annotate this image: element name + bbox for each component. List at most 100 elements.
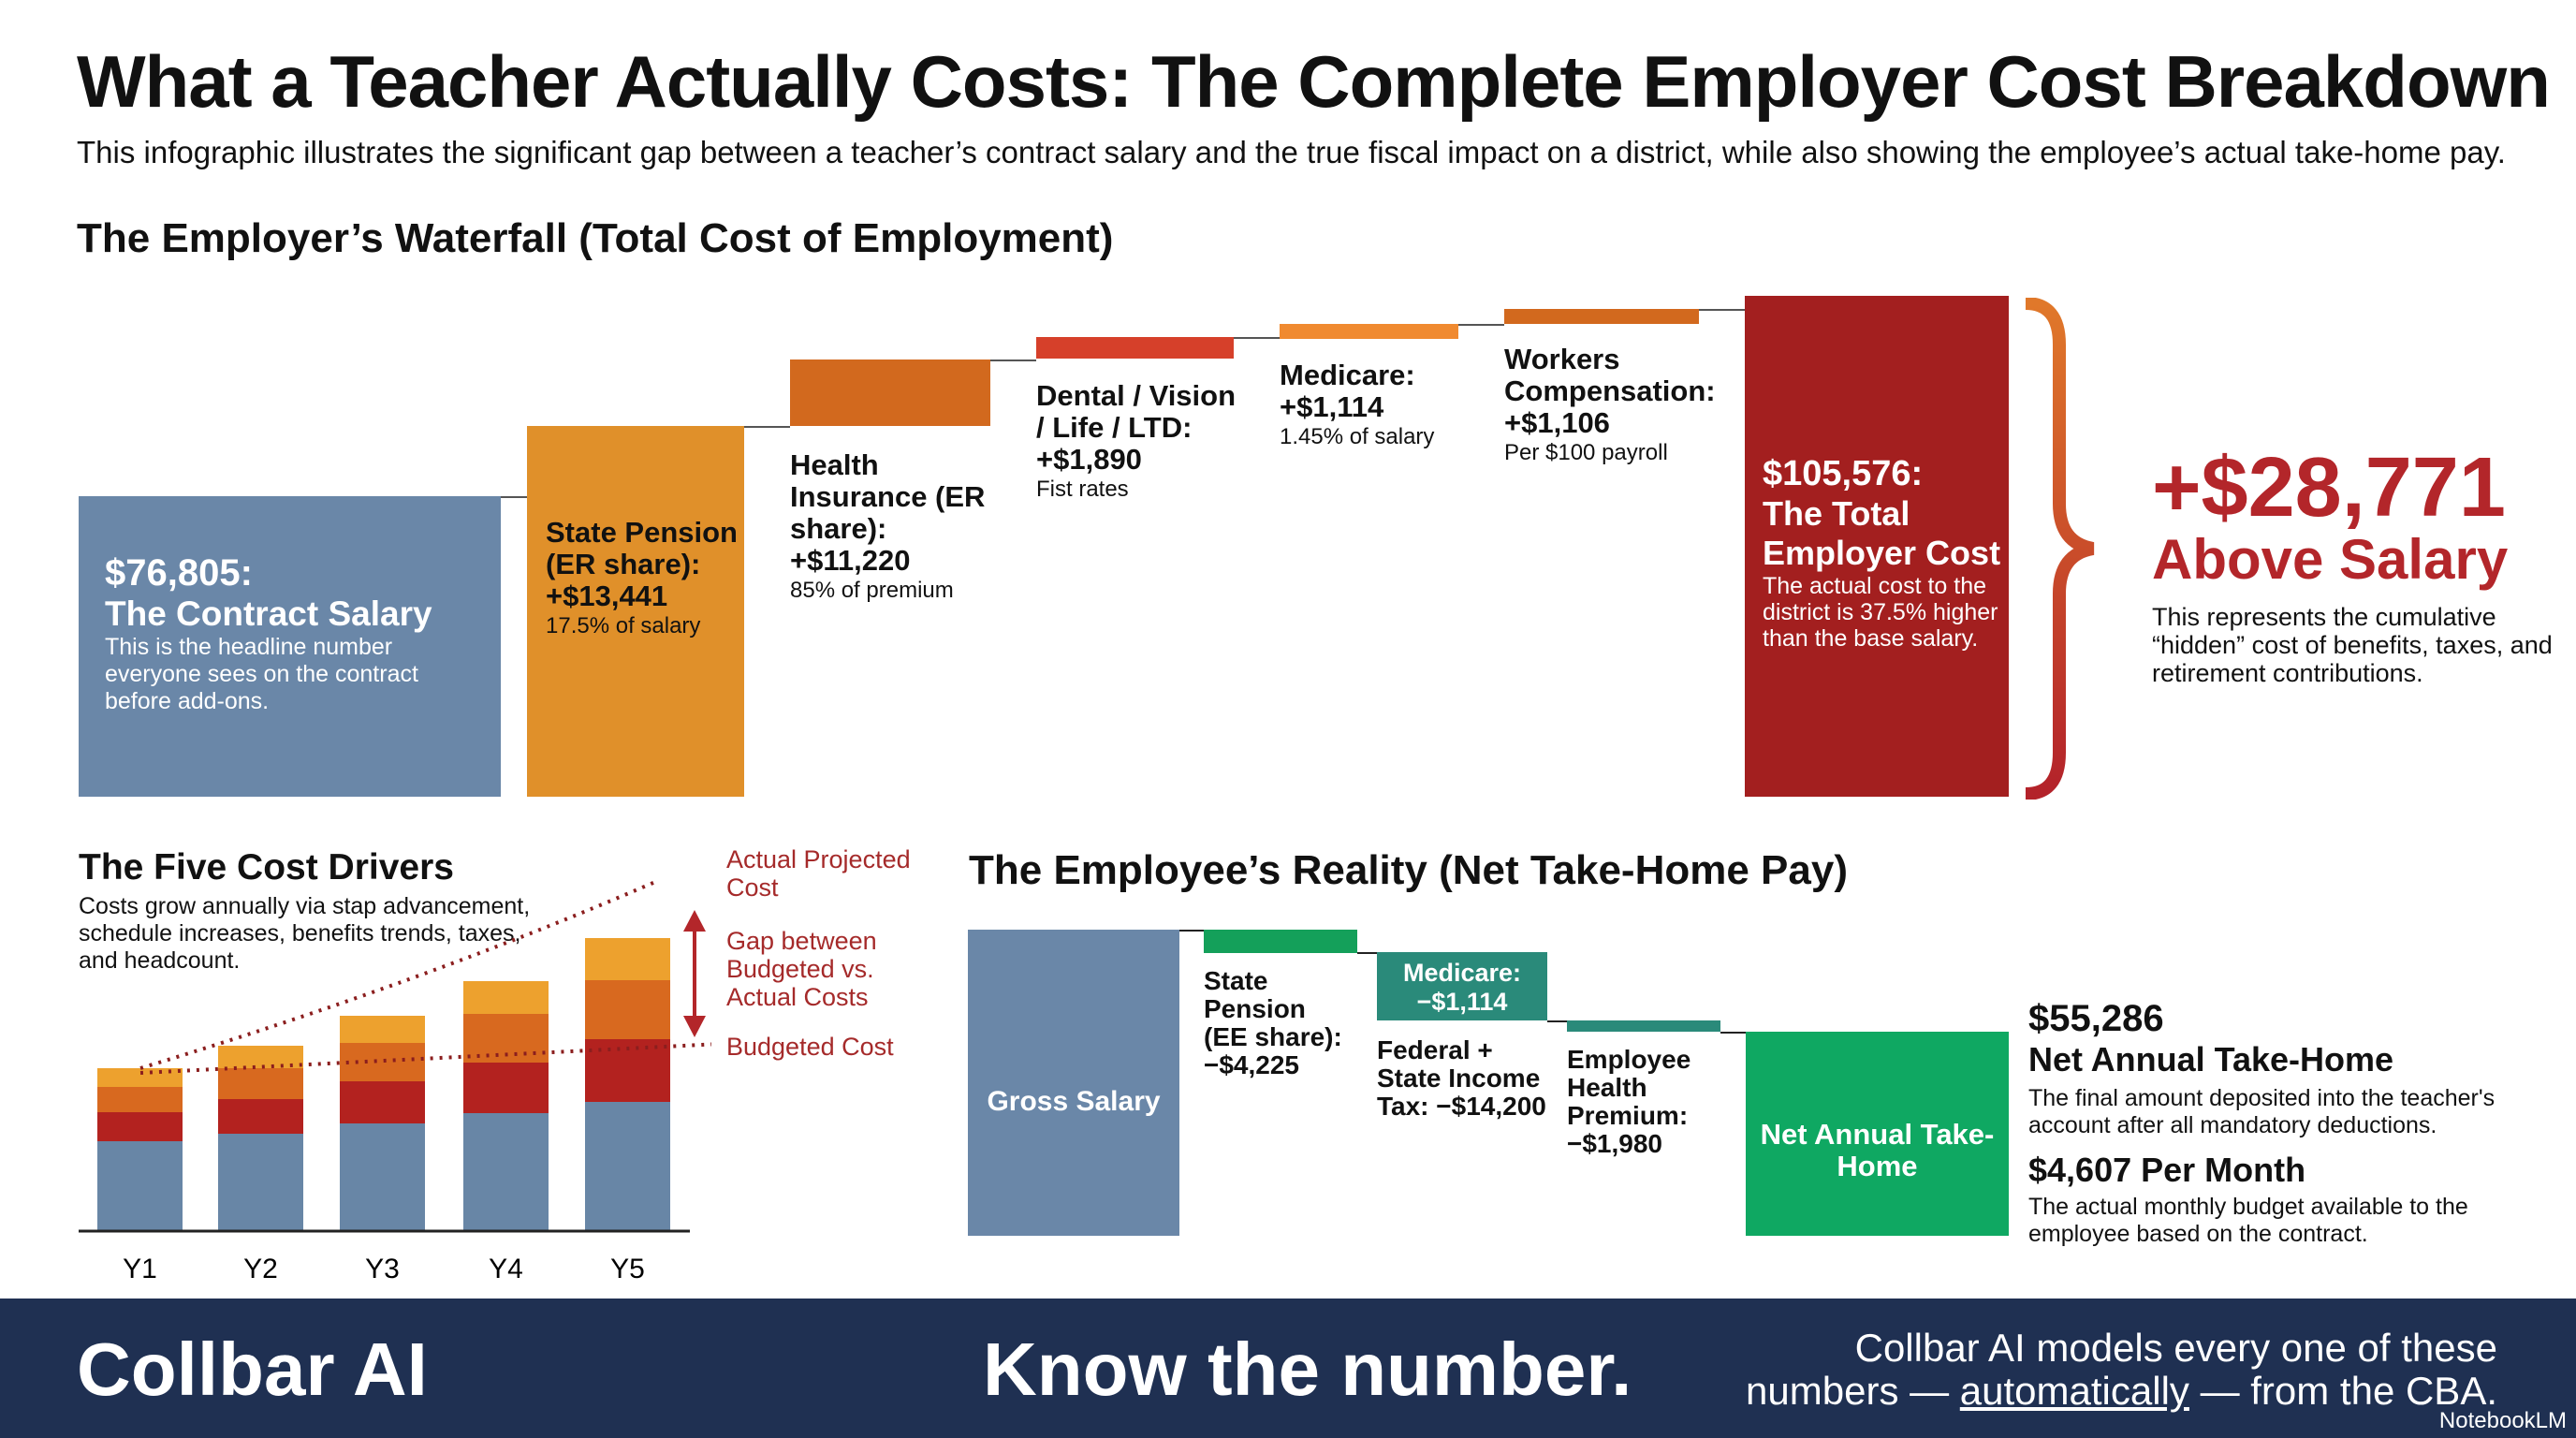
dental-value: +$1,890 [1036,443,1142,476]
net-label: Net Annual Take-Home [2028,1040,2394,1078]
health-title: Health Insurance (ER share): [790,448,986,545]
workers-bar [1504,309,1699,324]
net-summary: $55,286 Net Annual Take-Home The final a… [2028,998,2534,1248]
gross-bar [968,930,1179,1236]
bar-Y2-segment-3 [218,1068,303,1099]
pension-note: 17.5% of salary [546,613,701,638]
total-desc: The actual cost to the district is 37.5%… [1763,573,1998,652]
salary-bar [79,496,501,797]
bar-Y3-segment-1 [340,1123,425,1231]
gap-arrow-down-icon [683,1016,706,1037]
salary-value: $76,805: [105,552,253,594]
net-value: $55,286 [2028,998,2164,1039]
medicare-title: Medicare: [1280,359,1415,391]
page-subtitle: This infographic illustrates the signifi… [77,135,2506,169]
bar-Y4-segment-1 [463,1113,549,1231]
net-desc: The final amount deposited into the teac… [2028,1085,2496,1138]
ee-pension-bar [1204,930,1357,953]
pension-label: State Pension (ER share): +$13,441 17.5% o… [546,517,742,640]
x-tick-Y4: Y4 [489,1254,523,1284]
ee-tax-label: Federal + State Income Tax: −$14,200 [1377,1035,1546,1121]
ee-medicare-bar [1377,952,1547,1020]
medicare-bar [1280,324,1458,339]
bar-Y4-segment-2 [463,1063,549,1113]
dental-title: Dental / Vision / Life / LTD: [1036,379,1237,444]
automatically-link[interactable]: automatically [1959,1369,2189,1413]
x-tick-Y5: Y5 [610,1254,645,1284]
bar-Y3-segment-4 [340,1016,425,1043]
bar-Y1-segment-1 [97,1141,183,1231]
notebooklm-watermark: NotebookLM [2438,1408,2567,1433]
dental-label: Dental / Vision / Life / LTD: +$1,890 Fist… [1036,380,1242,504]
ee-premium-bar [1567,1020,1720,1032]
x-tick-Y1: Y1 [123,1254,157,1284]
ee-premium-label: Employee Health Premium: −$1,980 [1567,1045,1691,1158]
bar-Y1-segment-2 [97,1112,183,1141]
budgeted-cost-line [139,1042,711,1075]
dental-bar [1036,337,1234,359]
bar-Y5-segment-4 [585,938,670,980]
bar-Y3-segment-3 [340,1043,425,1081]
health-note: 85% of premium [790,578,954,603]
total-value: $105,576: [1763,454,1924,493]
tagline: Know the number. [983,1328,1632,1411]
net-bar [1746,1032,2009,1236]
ee-pension-label: State Pension (EE share): −$4,225 [1204,966,1342,1079]
gap-arrow-up-icon [683,910,706,932]
medicare-label: Medicare: +$1,114 1.45% of salary [1280,360,1486,451]
brand-logo: Collbar AI [77,1328,428,1411]
projected-cost-line [139,880,656,1070]
annotation-budgeted: Budgeted Cost [726,1033,894,1061]
pension-title: State Pension (ER share): [546,516,738,580]
health-label: Health Insurance (ER share): +$11,220 85% … [790,449,1015,605]
cost-drivers-chart: Y1 Y2 Y3 Y4 Y5 [79,880,711,1284]
total-bar [1745,296,2009,797]
total-title: The Total Employer Cost [1763,494,2001,572]
bar-Y2-segment-4 [218,1046,303,1068]
bar-Y1-segment-3 [97,1087,183,1112]
workers-note: Per $100 payroll [1504,440,1668,465]
footer-note-line1: Collbar AI models every one of these [1854,1326,2497,1370]
health-value: +$11,220 [790,544,911,577]
medicare-note: 1.45% of salary [1280,424,1435,449]
bar-Y5-segment-1 [585,1102,670,1231]
total-label: $105,576: The Total Employer Cost The ac… [1763,454,2001,652]
employee-heading: The Employee’s Reality (Net Take-Home Pa… [969,847,1848,893]
employer-heading: The Employer’s Waterfall (Total Cost of … [77,215,1114,261]
bar-Y3-segment-2 [340,1081,425,1123]
ee-medicare-title: Medicare: [1402,959,1522,987]
x-tick-Y2: Y2 [243,1254,278,1284]
workers-label: Workers Compensation: +$1,106 Per $100 pay… [1504,344,1720,467]
page-title: What a Teacher Actually Costs: The Compl… [77,40,2551,123]
footer-note: Collbar AI models every one of these num… [1746,1327,2497,1413]
footer-text-end: — from the CBA. [2188,1369,2497,1413]
gross-label: Gross Salary [987,1086,1161,1117]
workers-title: Workers Compensation: [1504,343,1716,407]
ee-medicare-label: Medicare: −$1,114 [1377,959,1547,1017]
above-desc: This represents the cumulative “hidden” … [2152,603,2553,687]
footer: Collbar AI Know the number. Collbar AI m… [0,1299,2576,1438]
net-bar-label: Net Annual Take-Home [1760,1118,1995,1182]
salary-desc: This is the headline number everyone see… [105,634,418,714]
drivers-heading: The Five Cost Drivers [79,847,454,888]
medicare-value: +$1,114 [1280,390,1384,423]
footer-text: numbers — [1746,1369,1960,1413]
bar-Y2-segment-1 [218,1134,303,1231]
health-bar [790,360,990,426]
pension-value: +$13,441 [546,580,668,612]
brace-icon [2025,298,2095,800]
drivers-desc: Costs grow annually via stap advancement… [79,893,531,974]
dental-note: Fist rates [1036,477,1129,502]
above-value: +$28,771 [2152,441,2506,535]
bar-Y5-segment-3 [585,980,670,1039]
bar-Y4-segment-4 [463,981,549,1014]
salary-title: The Contract Salary [105,594,432,633]
workers-value: +$1,106 [1504,406,1610,439]
monthly-desc: The actual monthly budget available to t… [2028,1194,2468,1247]
annotation-actual: Actual Projected Cost [726,845,911,902]
x-tick-Y3: Y3 [365,1254,400,1284]
footer-note-line2: numbers — automatically — from the CBA. [1746,1370,2497,1413]
ee-medicare-value: −$1,114 [1416,988,1508,1016]
salary-label: $76,805: The Contract Salary This is the… [105,552,479,715]
pension-bar [527,426,744,797]
